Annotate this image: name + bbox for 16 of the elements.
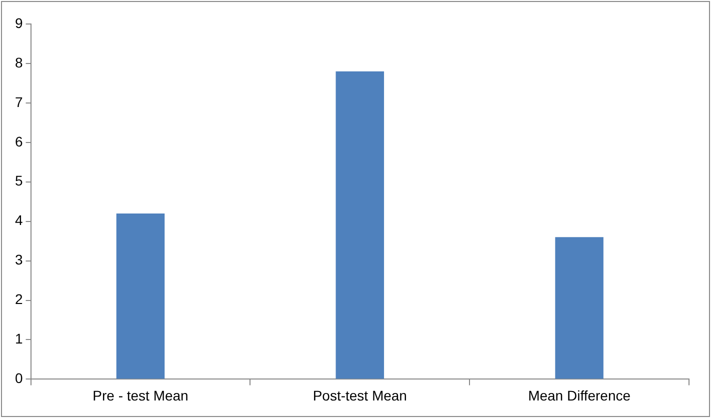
bar xyxy=(336,71,384,379)
y-tick-label: 3 xyxy=(14,252,23,268)
bar xyxy=(555,237,604,379)
y-tick-label: 0 xyxy=(14,370,23,386)
y-tick-label: 2 xyxy=(14,291,23,308)
x-tick-label: Post-test Mean xyxy=(312,387,407,404)
bar xyxy=(116,213,165,379)
y-tick-label: 4 xyxy=(14,212,23,228)
y-tick-label: 7 xyxy=(14,94,23,110)
y-tick-label: 5 xyxy=(14,172,23,189)
y-tick-label: 9 xyxy=(14,14,23,31)
x-tick-label: Pre - test Mean xyxy=(92,387,188,404)
y-tick-label: 6 xyxy=(14,133,23,150)
x-tick-label: Mean Difference xyxy=(528,387,631,404)
y-tick-label: 8 xyxy=(14,54,23,70)
y-tick-label: 1 xyxy=(14,330,23,347)
